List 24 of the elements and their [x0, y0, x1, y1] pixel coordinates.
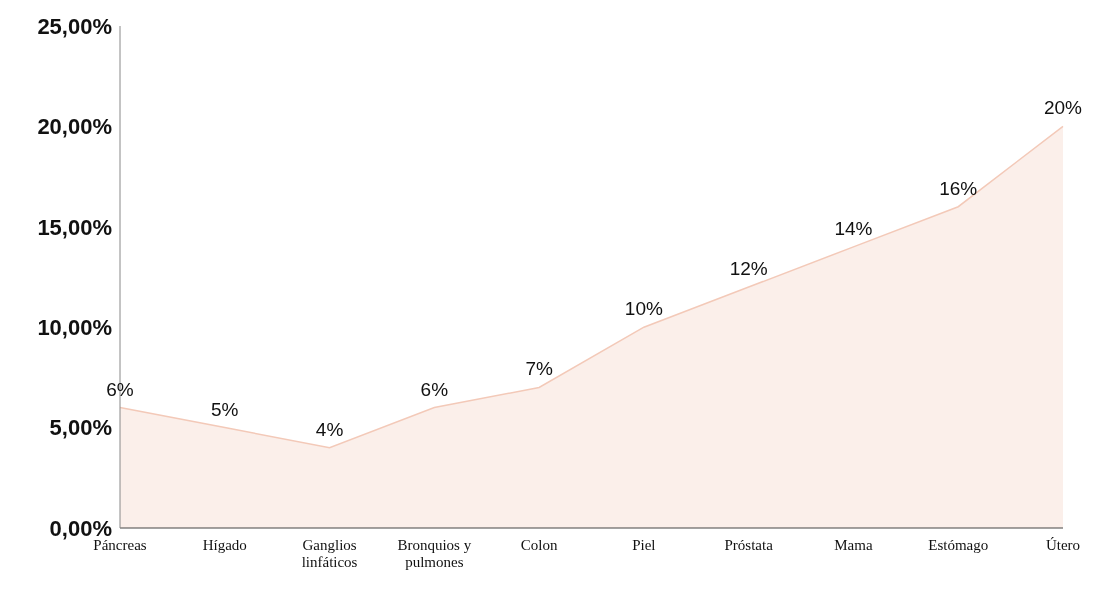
x-tick-label: Útero: [1045, 537, 1081, 553]
y-tick-label: 10,00%: [37, 315, 112, 341]
y-tick-label: 15,00%: [37, 214, 112, 240]
x-tick-label: Próstata: [724, 537, 774, 553]
data-label: 6%: [420, 378, 449, 400]
data-label: 20%: [1043, 97, 1083, 119]
x-tick-label: Hígado: [202, 537, 247, 553]
data-label: 12%: [729, 258, 768, 280]
data-label: 4%: [315, 418, 344, 440]
x-tick-label: Bronquios y pulmones: [397, 537, 472, 570]
data-label: 6%: [106, 378, 134, 400]
data-label: 5%: [211, 398, 239, 420]
data-label: 14%: [834, 217, 873, 239]
data-label: 16%: [939, 177, 978, 199]
x-tick-label: Mama: [834, 537, 873, 553]
x-tick-label: Estómago: [928, 537, 989, 553]
data-label: 7%: [525, 358, 553, 380]
y-tick-label: 25,00%: [37, 13, 112, 39]
x-tick-label: Piel: [632, 537, 656, 553]
x-tick-label: Ganglios linfáticos: [301, 537, 358, 570]
y-tick-label: 20,00%: [37, 114, 112, 140]
data-label: 10%: [624, 298, 664, 320]
x-tick-label: Colon: [520, 537, 558, 553]
y-tick-label: 5,00%: [49, 415, 112, 441]
